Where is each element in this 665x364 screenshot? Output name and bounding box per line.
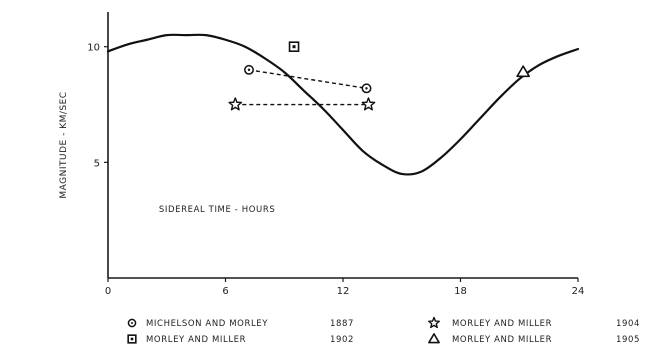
data-points (228, 41, 530, 111)
legend-year: 1887 (330, 319, 354, 329)
x-tick-label: 6 (222, 286, 228, 297)
x-tick-label: 24 (572, 286, 585, 297)
legend: MICHELSON AND MORLEY 1887 MORLEY AND MILLE… (127, 316, 640, 345)
legend-label: MORLEY AND MILLER (452, 335, 552, 345)
legend-item: MICHELSON AND MORLEY 1887 (127, 318, 354, 329)
legend-marker-triangle (428, 333, 440, 344)
legend-year: 1902 (330, 335, 354, 345)
y-axis-label: MAGNITUDE - KM/SEC (59, 91, 69, 198)
legend-marker-circle (127, 318, 137, 328)
x-tick-label: 18 (454, 286, 467, 297)
square-point (288, 41, 300, 52)
circle-connector (248, 69, 367, 90)
fitted-curve (106, 33, 580, 176)
x-tick-label: 12 (337, 286, 350, 297)
y-tick-label: 10 (87, 43, 100, 54)
legend-label: MORLEY AND MILLER (452, 319, 552, 329)
legend-marker-square (127, 334, 137, 344)
circle-point (244, 64, 254, 75)
legend-label: MICHELSON AND MORLEY (146, 319, 268, 329)
circle-point (361, 83, 372, 94)
x-tick-label: 0 (105, 286, 111, 297)
x-axis-label: SIDEREAL TIME - HOURS (159, 205, 275, 215)
legend-year: 1905 (616, 335, 640, 345)
legend-label: MORLEY AND MILLER (146, 335, 246, 345)
star-point (361, 97, 376, 111)
axes: 0 6 12 18 24 5 10 (87, 12, 584, 297)
legend-item: MORLEY AND MILLER 1905 (428, 333, 640, 345)
triangle-point (516, 65, 530, 78)
legend-year: 1904 (616, 319, 640, 329)
legend-item: MORLEY AND MILLER 1904 (428, 316, 640, 329)
legend-marker-star (428, 316, 440, 329)
star-point (228, 97, 243, 111)
legend-item: MORLEY AND MILLER 1902 (127, 334, 354, 345)
y-tick-label: 5 (94, 158, 100, 169)
curve-layer (106, 33, 580, 176)
